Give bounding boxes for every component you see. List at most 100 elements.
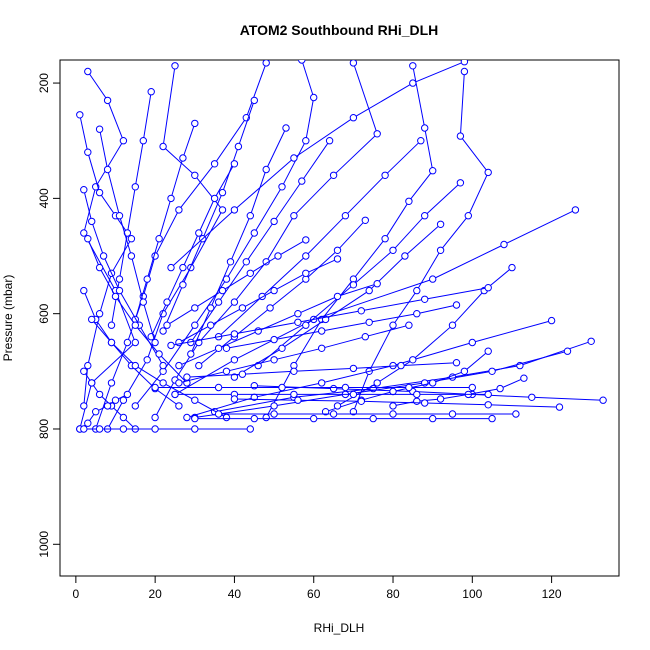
data-point [262,165,270,174]
data-point [95,310,104,318]
data-point [294,310,302,318]
series-line-45 [170,287,489,346]
data-point [107,338,116,347]
data-point [88,379,96,387]
data-point [119,425,128,433]
data-point [484,390,492,399]
data-point [401,252,409,260]
data-point [143,356,151,364]
data-point [159,142,167,151]
data-point [191,414,199,423]
series-line-41 [178,283,378,367]
data-point [222,413,231,422]
data-point [571,206,580,214]
data-point [119,137,128,145]
data-point [111,396,120,404]
data-point [222,344,231,352]
data-point [329,410,338,418]
data-point [159,379,167,387]
data-layer [76,60,607,433]
data-point [167,341,175,350]
data-point [302,137,310,145]
data-point [95,390,104,399]
data-point [373,379,381,387]
data-point [115,286,124,295]
data-point [246,269,255,277]
data-point [500,240,508,249]
series-line-16 [257,182,461,366]
data-point [389,246,397,255]
data-point [294,396,302,404]
data-point [183,413,191,422]
data-point [270,335,278,344]
data-point [563,347,572,355]
data-point [151,413,159,422]
data-point [214,344,223,352]
data-point [349,390,358,399]
data-point [218,286,227,295]
data-point [278,344,286,352]
data-point [318,379,326,387]
data-point [88,217,96,226]
series-line-8 [174,209,576,395]
data-point [452,301,461,309]
data-point [409,79,417,87]
series-line-17 [234,223,441,378]
data-point [226,258,235,266]
data-point [214,383,223,392]
data-point [95,263,104,272]
data-point [127,252,136,260]
data-point [409,356,417,364]
data-point [139,137,148,145]
data-point [357,397,365,405]
data-point [341,383,350,392]
data-point [413,390,421,399]
data-point [547,316,556,325]
series-line-0 [79,71,136,430]
data-point [191,321,199,329]
data-point [230,356,239,364]
data-point [405,197,413,206]
data-point [246,212,255,220]
data-point [290,212,298,220]
data-point [80,186,88,194]
data-point [270,410,278,418]
data-point [421,399,429,407]
data-point [436,220,445,229]
data-point [341,212,350,220]
data-point [210,194,219,203]
data-point [389,321,397,329]
series-line-22 [190,127,287,355]
data-point [274,252,282,260]
data-point [413,286,421,295]
data-point [119,413,128,422]
series-line-42 [178,258,338,343]
data-point [230,298,239,306]
data-point [250,96,259,105]
data-point [302,269,310,277]
data-point [389,387,397,396]
x-tick-label: 0 [73,587,80,601]
data-point [468,383,476,392]
data-point [175,206,183,214]
data-point [357,307,365,315]
data-point [298,177,306,185]
plot-frame [59,59,620,577]
series-line-11 [194,350,568,418]
data-point [207,304,215,312]
data-point [270,217,278,226]
data-point [230,395,239,403]
y-tick-label: 600 [37,303,51,323]
data-point [183,373,191,381]
data-point [460,60,469,66]
data-point [262,60,270,67]
data-point [88,315,96,324]
data-point [84,67,92,76]
series-line-23 [150,163,235,337]
data-point [436,246,445,255]
data-point [92,408,100,416]
data-point [167,263,175,272]
data-point [333,246,342,255]
data-point [147,88,155,96]
data-point [187,350,195,358]
